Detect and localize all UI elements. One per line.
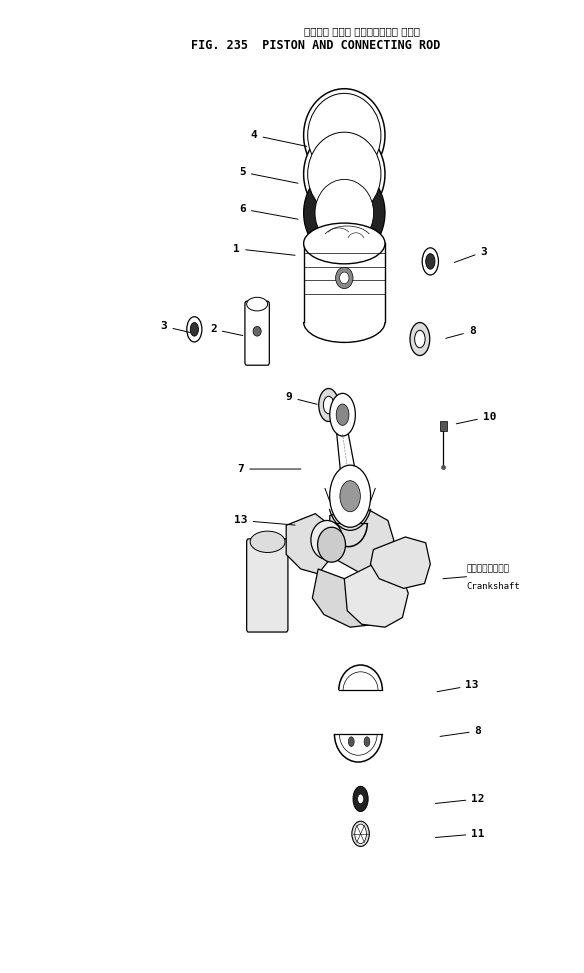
Ellipse shape bbox=[329, 465, 371, 527]
Ellipse shape bbox=[340, 272, 349, 284]
Polygon shape bbox=[370, 537, 430, 589]
Ellipse shape bbox=[308, 132, 381, 216]
Text: ピストン および コネクティング ロッド: ピストン および コネクティング ロッド bbox=[304, 26, 420, 37]
Ellipse shape bbox=[304, 89, 385, 182]
Polygon shape bbox=[330, 506, 394, 574]
Ellipse shape bbox=[304, 166, 385, 260]
Circle shape bbox=[354, 824, 366, 844]
Circle shape bbox=[353, 786, 368, 811]
Text: 5: 5 bbox=[239, 167, 298, 183]
FancyBboxPatch shape bbox=[246, 539, 288, 632]
Ellipse shape bbox=[311, 521, 343, 559]
Text: 13: 13 bbox=[437, 680, 479, 692]
Circle shape bbox=[364, 737, 370, 746]
Text: 13: 13 bbox=[234, 516, 295, 525]
Ellipse shape bbox=[330, 393, 355, 436]
Ellipse shape bbox=[187, 316, 202, 342]
Ellipse shape bbox=[319, 388, 339, 421]
Ellipse shape bbox=[253, 326, 261, 336]
Polygon shape bbox=[312, 569, 385, 628]
Circle shape bbox=[349, 737, 354, 746]
Ellipse shape bbox=[190, 322, 199, 336]
Text: 8: 8 bbox=[440, 726, 481, 737]
Polygon shape bbox=[286, 514, 333, 574]
Text: 8: 8 bbox=[446, 326, 475, 339]
Text: Crankshaft: Crankshaft bbox=[467, 582, 520, 591]
Text: クランクシャフト: クランクシャフト bbox=[467, 564, 509, 573]
Text: 4: 4 bbox=[251, 130, 307, 146]
Text: 3: 3 bbox=[454, 247, 487, 263]
Ellipse shape bbox=[352, 821, 369, 847]
Ellipse shape bbox=[410, 322, 430, 355]
Text: 7: 7 bbox=[238, 464, 301, 474]
Ellipse shape bbox=[250, 531, 285, 553]
Text: 12: 12 bbox=[436, 794, 485, 804]
Ellipse shape bbox=[324, 396, 334, 414]
Text: 9: 9 bbox=[286, 392, 317, 405]
Ellipse shape bbox=[315, 179, 374, 246]
Ellipse shape bbox=[246, 298, 267, 311]
Ellipse shape bbox=[318, 527, 346, 562]
Ellipse shape bbox=[415, 330, 425, 347]
Text: 1: 1 bbox=[234, 244, 295, 255]
FancyBboxPatch shape bbox=[245, 302, 269, 365]
Ellipse shape bbox=[422, 248, 439, 275]
Ellipse shape bbox=[340, 481, 360, 512]
Text: FIG. 235  PISTON AND CONNECTING ROD: FIG. 235 PISTON AND CONNECTING ROD bbox=[190, 39, 440, 53]
Text: 2: 2 bbox=[210, 324, 243, 336]
Polygon shape bbox=[345, 564, 408, 628]
Ellipse shape bbox=[304, 223, 385, 264]
Ellipse shape bbox=[308, 93, 381, 177]
Text: 10: 10 bbox=[456, 412, 496, 424]
Ellipse shape bbox=[336, 404, 349, 425]
Ellipse shape bbox=[426, 254, 435, 270]
Text: 3: 3 bbox=[161, 321, 190, 333]
FancyBboxPatch shape bbox=[440, 421, 447, 431]
Ellipse shape bbox=[336, 268, 353, 289]
Text: 11: 11 bbox=[436, 829, 485, 839]
Circle shape bbox=[357, 794, 363, 804]
Text: 6: 6 bbox=[239, 204, 298, 219]
Ellipse shape bbox=[304, 127, 385, 221]
